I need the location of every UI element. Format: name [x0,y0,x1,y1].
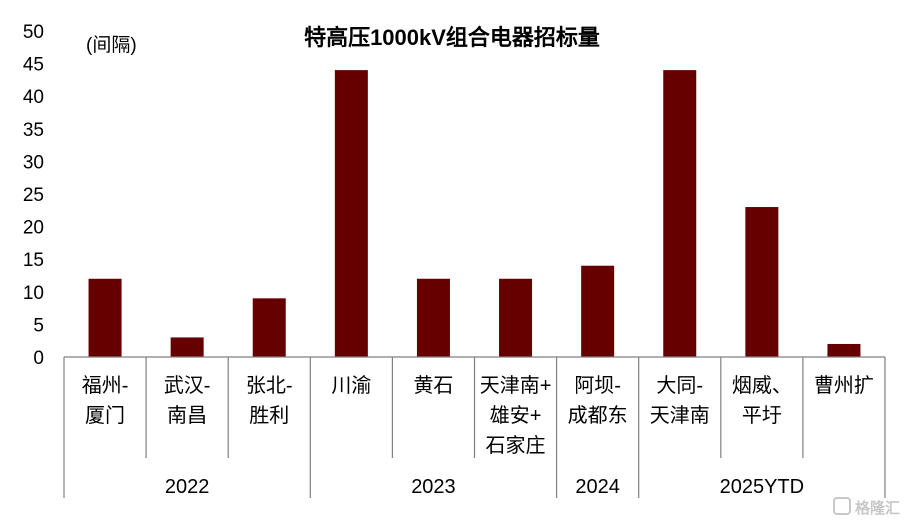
bar [581,265,615,357]
x-tick-label: 黄石 [413,374,453,397]
x-tick-label: 雄安+ [490,404,542,427]
y-tick-label: 35 [23,120,44,141]
group-labels: 2022 2023 2024 2025YTD [165,476,804,498]
y-tick-label: 5 [33,315,44,336]
x-tick-label: 厦门 [85,404,125,427]
bar [252,298,286,357]
x-tick-label: 南昌 [167,404,207,427]
watermark-logo-icon [833,497,851,515]
x-tick-label: 川渝 [331,374,371,397]
y-tick-label: 10 [23,283,44,304]
x-tick-label: 烟威、 [732,374,792,397]
x-tick-label: 平圩 [742,404,782,427]
x-tick-label: 阿坝- [574,374,621,397]
x-tick-label: 胜利 [249,404,289,427]
y-tick-label: 45 [23,55,44,76]
watermark-text: 格隆汇 [855,499,900,517]
x-tick-label: 天津南+ [480,374,552,397]
bar [416,278,450,357]
x-tick-label: 福州- [82,374,129,397]
y-tick-label: 30 [23,152,44,173]
category-labels: 福州- 厦门 武汉- 南昌 张北- 胜利 川渝 黄石 天津南+ 雄安+ 石家庄 阿坝- 成都东 大同- 天津… [82,374,874,457]
axis-lines [63,356,886,498]
group-label: 2025YTD [720,476,805,498]
bars [88,70,861,358]
x-tick-label: 大同- [656,374,703,397]
y-axis-unit-label: (间隔) [86,34,137,56]
x-tick-label: 天津南 [650,404,710,427]
group-label: 2024 [575,476,620,498]
x-tick-label: 石家庄 [486,434,546,457]
y-tick-label: 20 [23,218,44,239]
y-tick-label: 40 [23,87,44,108]
group-label: 2023 [411,476,456,498]
y-tick-label: 25 [23,185,44,206]
y-tick-label: 50 [23,22,44,43]
x-tick-label: 成都东 [568,404,628,427]
bar [170,337,204,357]
x-tick-label: 曹州扩 [814,374,874,397]
bar [499,278,533,357]
x-tick-label: 张北- [246,374,293,397]
watermark: 格隆汇 [833,497,900,517]
bar [334,70,368,358]
group-label: 2022 [165,476,210,498]
chart-title: 特高压1000kV组合电器招标量 [304,25,600,50]
bar [827,343,861,357]
bar [745,207,779,357]
bar [663,70,697,358]
bar [88,278,122,357]
y-tick-label: 0 [33,348,44,369]
y-tick-label: 15 [23,250,44,271]
x-tick-label: 武汉- [164,374,211,397]
y-axis-ticks: 0 5 10 15 20 25 30 35 40 45 50 [23,22,44,369]
